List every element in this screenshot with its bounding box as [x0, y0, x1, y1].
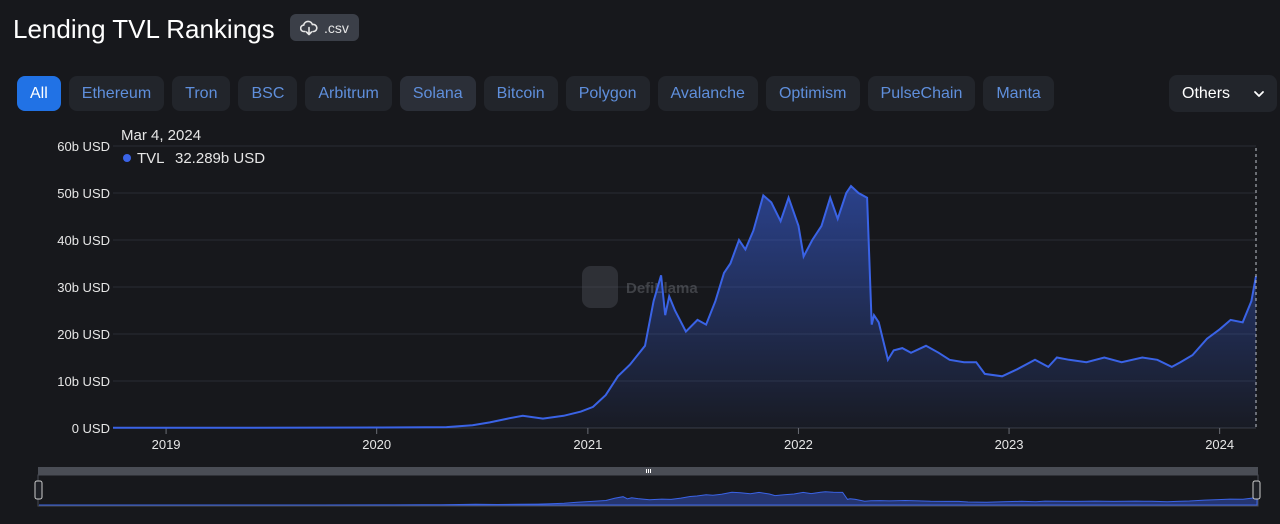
csv-label: .csv — [324, 19, 349, 36]
chevron-down-icon — [1254, 90, 1264, 97]
x-tick-label: 2019 — [152, 437, 181, 452]
brush-right-handle[interactable] — [1252, 480, 1261, 500]
y-tick-label: 50b USD — [57, 186, 110, 201]
tooltip-series-dot — [123, 154, 131, 162]
llama-logo-icon — [582, 266, 618, 308]
tvl-line — [112, 184, 1257, 429]
y-tick-label: 40b USD — [57, 233, 110, 248]
grip-icon — [646, 469, 651, 473]
others-dropdown[interactable]: Others — [1169, 75, 1277, 112]
y-tick-label: 60b USD — [57, 139, 110, 154]
tvl-area — [113, 186, 1256, 428]
page-title: Lending TVL Rankings — [13, 14, 275, 44]
chain-tab-bitcoin[interactable]: Bitcoin — [483, 76, 558, 111]
y-tick-label: 10b USD — [57, 374, 110, 389]
y-axis: 0 USD 10b USD 20b USD 30b USD 40b USD 50b USD… — [57, 139, 110, 436]
brush-left-handle[interactable] — [34, 480, 43, 500]
chain-tab-polygon[interactable]: Polygon — [565, 76, 650, 111]
tooltip-value: 32.289b USD — [175, 150, 265, 167]
watermark: DefiLlama — [582, 266, 698, 308]
y-tick-label: 0 USD — [72, 421, 110, 436]
chain-tab-tron[interactable]: Tron — [172, 76, 231, 111]
chain-tab-bsc[interactable]: BSC — [238, 76, 298, 111]
download-csv-button[interactable]: .csv — [290, 14, 359, 41]
chain-filter-bar: All Ethereum Tron BSC Arbitrum Solana Bitcoin P… — [17, 76, 1054, 111]
chain-tab-pulsechain[interactable]: PulseChain — [867, 76, 976, 111]
x-tick-label: 2022 — [784, 437, 813, 452]
tooltip-series-name: TVL — [137, 150, 165, 167]
tvl-chart[interactable]: 0 USD 10b USD 20b USD 30b USD 40b USD 50b USD… — [0, 120, 1280, 460]
y-tick-label: 30b USD — [57, 280, 110, 295]
x-axis: 2019 2020 2021 2022 2023 2024 — [152, 428, 1234, 452]
others-label: Others — [1182, 84, 1231, 102]
x-tick-label: 2023 — [995, 437, 1024, 452]
chain-tab-optimism[interactable]: Optimism — [765, 76, 860, 111]
cloud-download-icon — [300, 20, 318, 35]
chain-tab-solana[interactable]: Solana — [399, 76, 476, 111]
chain-tab-all[interactable]: All — [17, 76, 61, 111]
chain-tab-manta[interactable]: Manta — [983, 76, 1054, 111]
x-tick-label: 2021 — [573, 437, 602, 452]
chain-tab-avalanche[interactable]: Avalanche — [657, 76, 758, 111]
x-tick-label: 2024 — [1205, 437, 1234, 452]
x-tick-label: 2020 — [362, 437, 391, 452]
range-brush[interactable] — [0, 462, 1280, 514]
brush-preview-area — [39, 491, 1258, 506]
y-tick-label: 20b USD — [57, 327, 110, 342]
chain-tab-ethereum[interactable]: Ethereum — [68, 76, 165, 111]
chain-tab-arbitrum[interactable]: Arbitrum — [305, 76, 392, 111]
tooltip-date: Mar 4, 2024 — [121, 127, 201, 144]
